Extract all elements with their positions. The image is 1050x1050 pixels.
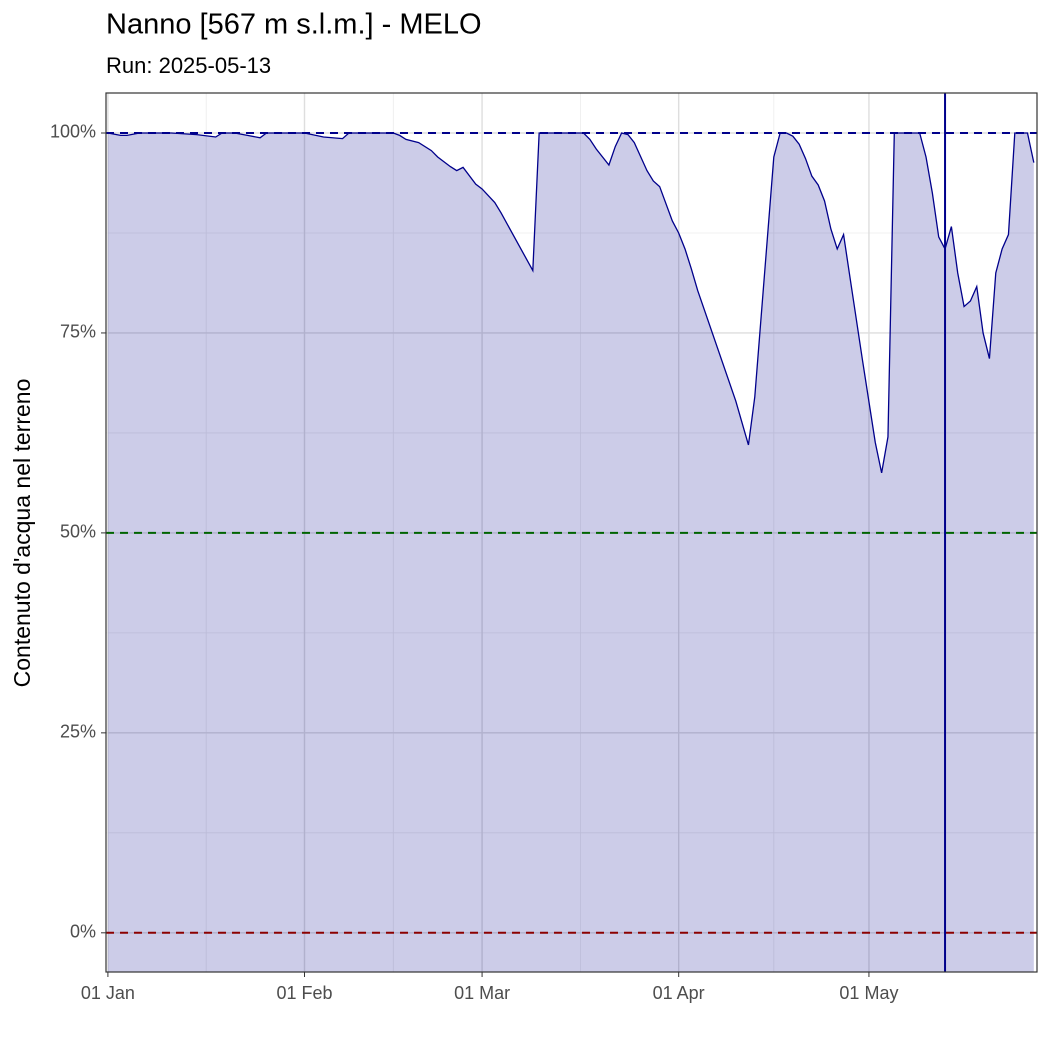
y-tick-label: 100% — [50, 122, 96, 142]
chart-subtitle: Run: 2025-05-13 — [106, 53, 271, 78]
line — [107, 132, 1035, 474]
y-tick-label: 0% — [70, 922, 96, 942]
x-tick-label: 01 May — [839, 983, 898, 1003]
y-axis-label: Contenuto d'acqua nel terreno — [9, 379, 35, 688]
y-tick-label: 75% — [60, 322, 96, 342]
chart-title: Nanno [567 m s.l.m.] - MELO — [106, 9, 482, 41]
y-tick-label: 50% — [60, 522, 96, 542]
x-tick-label: 01 Apr — [653, 983, 705, 1003]
y-tick-label: 25% — [60, 722, 96, 742]
x-tick-label: 01 Mar — [454, 983, 510, 1003]
x-tick-label: 01 Jan — [81, 983, 135, 1003]
plot-border — [105, 92, 1038, 973]
area — [107, 132, 1034, 972]
x-tick-label: 01 Feb — [276, 983, 332, 1003]
